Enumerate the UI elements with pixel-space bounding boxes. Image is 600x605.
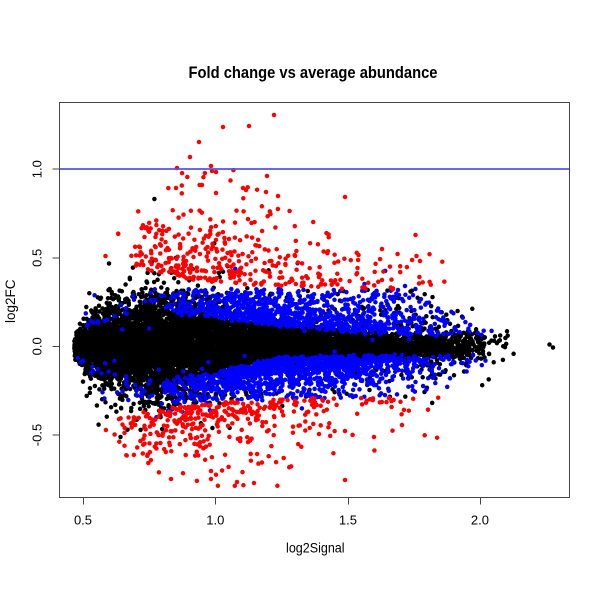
svg-text:log2Signal: log2Signal [286,540,345,555]
svg-text:0.5: 0.5 [74,513,92,528]
svg-text:0.0: 0.0 [30,337,45,355]
svg-text:2.0: 2.0 [471,513,489,528]
svg-text:1.0: 1.0 [30,160,45,178]
svg-text:Fold change vs average abundan: Fold change vs average abundance [189,64,438,82]
svg-text:1.0: 1.0 [206,513,224,528]
svg-text:1.5: 1.5 [339,513,357,528]
svg-text:0.5: 0.5 [30,249,45,267]
svg-text:-0.5: -0.5 [30,424,45,446]
svg-text:log2FC: log2FC [3,279,18,323]
